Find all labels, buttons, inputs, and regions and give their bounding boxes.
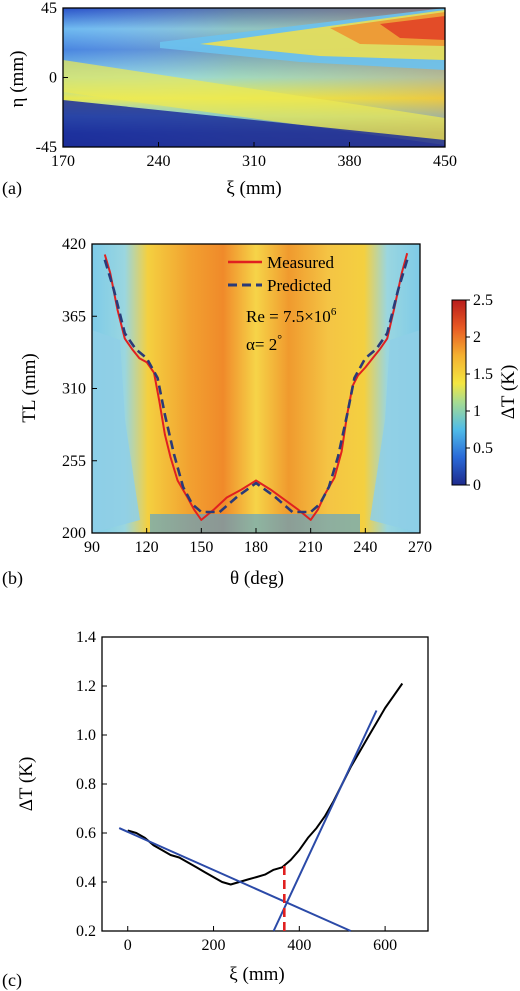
- axes-b-ticks: 90 120 150 180 210 240 270 420 365 310 255 200: [62, 236, 432, 556]
- b-series-measured-line: [103, 252, 409, 521]
- axes-b-ylabel: TL (mm): [19, 353, 40, 422]
- axes-a-ytick-label: -45: [36, 139, 57, 156]
- heatmap-b-field: [92, 244, 420, 533]
- panel-a-label: (a): [2, 178, 22, 199]
- axes-c-xlabel: ξ (mm): [229, 964, 284, 985]
- axes-b-xtick-label: 120: [135, 539, 159, 556]
- axes-c-xtick-label: 0: [124, 937, 132, 954]
- axes-b-xtick-label: 90: [84, 539, 100, 556]
- axes-b-ytick-label: 310: [62, 381, 86, 398]
- colorbar: 2.5 2 1.5 1 0.5 0 ΔT (K): [451, 292, 519, 494]
- annotation-alpha: α= 2°: [246, 332, 282, 354]
- series-c: [118, 682, 404, 932]
- axes-c-ytick-label: 0.2: [76, 923, 96, 940]
- axes-a-ytick-label: 0: [49, 70, 57, 87]
- panel-c-label: (c): [2, 970, 22, 991]
- axes-a-xtick-label: 450: [433, 153, 457, 170]
- axes-c-ytick-label: 0.4: [76, 874, 96, 891]
- axes-b-xtick-label: 240: [353, 539, 377, 556]
- axes-b-ytick-label: 200: [62, 525, 86, 542]
- heatmap-a-red-core: [380, 16, 445, 40]
- axes-a-xtick-label: 380: [338, 153, 362, 170]
- axes-c-xtick-label: 200: [202, 937, 226, 954]
- heatmap-a: [63, 8, 445, 147]
- axes-a-xlabel: ξ (mm): [226, 178, 281, 199]
- axes-c-ytick-label: 0.6: [76, 825, 96, 842]
- axes-b-ytick-label: 420: [62, 236, 86, 253]
- axes-c-xtick-label: 600: [373, 937, 397, 954]
- axes-a-ylabel: η (mm): [7, 51, 28, 108]
- axes-b-xlabel: θ (deg): [230, 568, 284, 589]
- colorbar-tick-label: 1: [473, 403, 481, 420]
- c-series-2-line: [272, 710, 378, 932]
- axes-c-frame: [101, 636, 429, 932]
- heatmap-b: [92, 244, 420, 533]
- heatmap-b-cool-right: [370, 330, 420, 533]
- series-b: [103, 252, 409, 521]
- c-series-0-line: [127, 682, 404, 886]
- b-series-predicted-line: [103, 259, 409, 514]
- axes-c-ytick-label: 1.0: [76, 727, 96, 744]
- axes-b-ytick-label: 365: [62, 308, 86, 325]
- colorbar-label: ΔT (K): [498, 365, 519, 420]
- axes-a-ytick-label: 45: [41, 0, 57, 17]
- colorbar-tick-label: 1.5: [473, 366, 493, 383]
- panel-b-label: (b): [2, 568, 23, 589]
- axes-a-xtick-label: 240: [147, 153, 171, 170]
- heatmap-b-bottom-strip: [150, 514, 360, 533]
- heatmap-a-lower-band: [63, 60, 445, 145]
- legend-measured-label: Measured: [267, 253, 335, 272]
- axes-b-ytick-label: 255: [62, 453, 86, 470]
- heatmap-b-cool-left: [92, 330, 140, 533]
- annotation-re: Re = 7.5×106: [246, 306, 337, 326]
- heatmap-a-bottom-blue: [63, 100, 445, 147]
- axes-a-xtick-label: 170: [51, 153, 75, 170]
- axes-b-xtick-label: 180: [244, 539, 268, 556]
- legend-predicted-label: Predicted: [267, 276, 332, 295]
- colorbar-tick-label: 0: [473, 477, 481, 494]
- axes-c-ytick-label: 0.8: [76, 776, 96, 793]
- c-series-1-line: [118, 827, 352, 932]
- colorbar-tick-label: 2.5: [473, 292, 493, 309]
- axes-b-xtick-label: 270: [408, 539, 432, 556]
- axes-c-ylabel: ΔT (K): [16, 757, 37, 812]
- colorbar-tick-label: 2: [473, 329, 481, 346]
- colorbar-tick-label: 0.5: [473, 440, 493, 457]
- axes-b-xtick-label: 210: [299, 539, 323, 556]
- axes-c-xtick-label: 400: [287, 937, 311, 954]
- legend-b: Measured Predicted: [228, 253, 335, 295]
- colorbar-ticks: 2.5 2 1.5 1 0.5 0: [466, 292, 493, 494]
- axes-c-ytick-label: 1.4: [76, 629, 96, 646]
- panel-c: 0 200 400 600 1.4 1.2 1.0 0.8 0.6 0.4 0.2 ΔT (K) ξ…: [2, 629, 429, 991]
- axes-c-ytick-label: 1.2: [76, 678, 96, 695]
- axes-a-xtick-label: 310: [242, 153, 266, 170]
- colorbar-gradient: [451, 299, 467, 486]
- axes-b-xtick-label: 150: [189, 539, 213, 556]
- axes-c-ticks: 0 200 400 600 1.4 1.2 1.0 0.8 0.6 0.4 0.2: [76, 629, 397, 954]
